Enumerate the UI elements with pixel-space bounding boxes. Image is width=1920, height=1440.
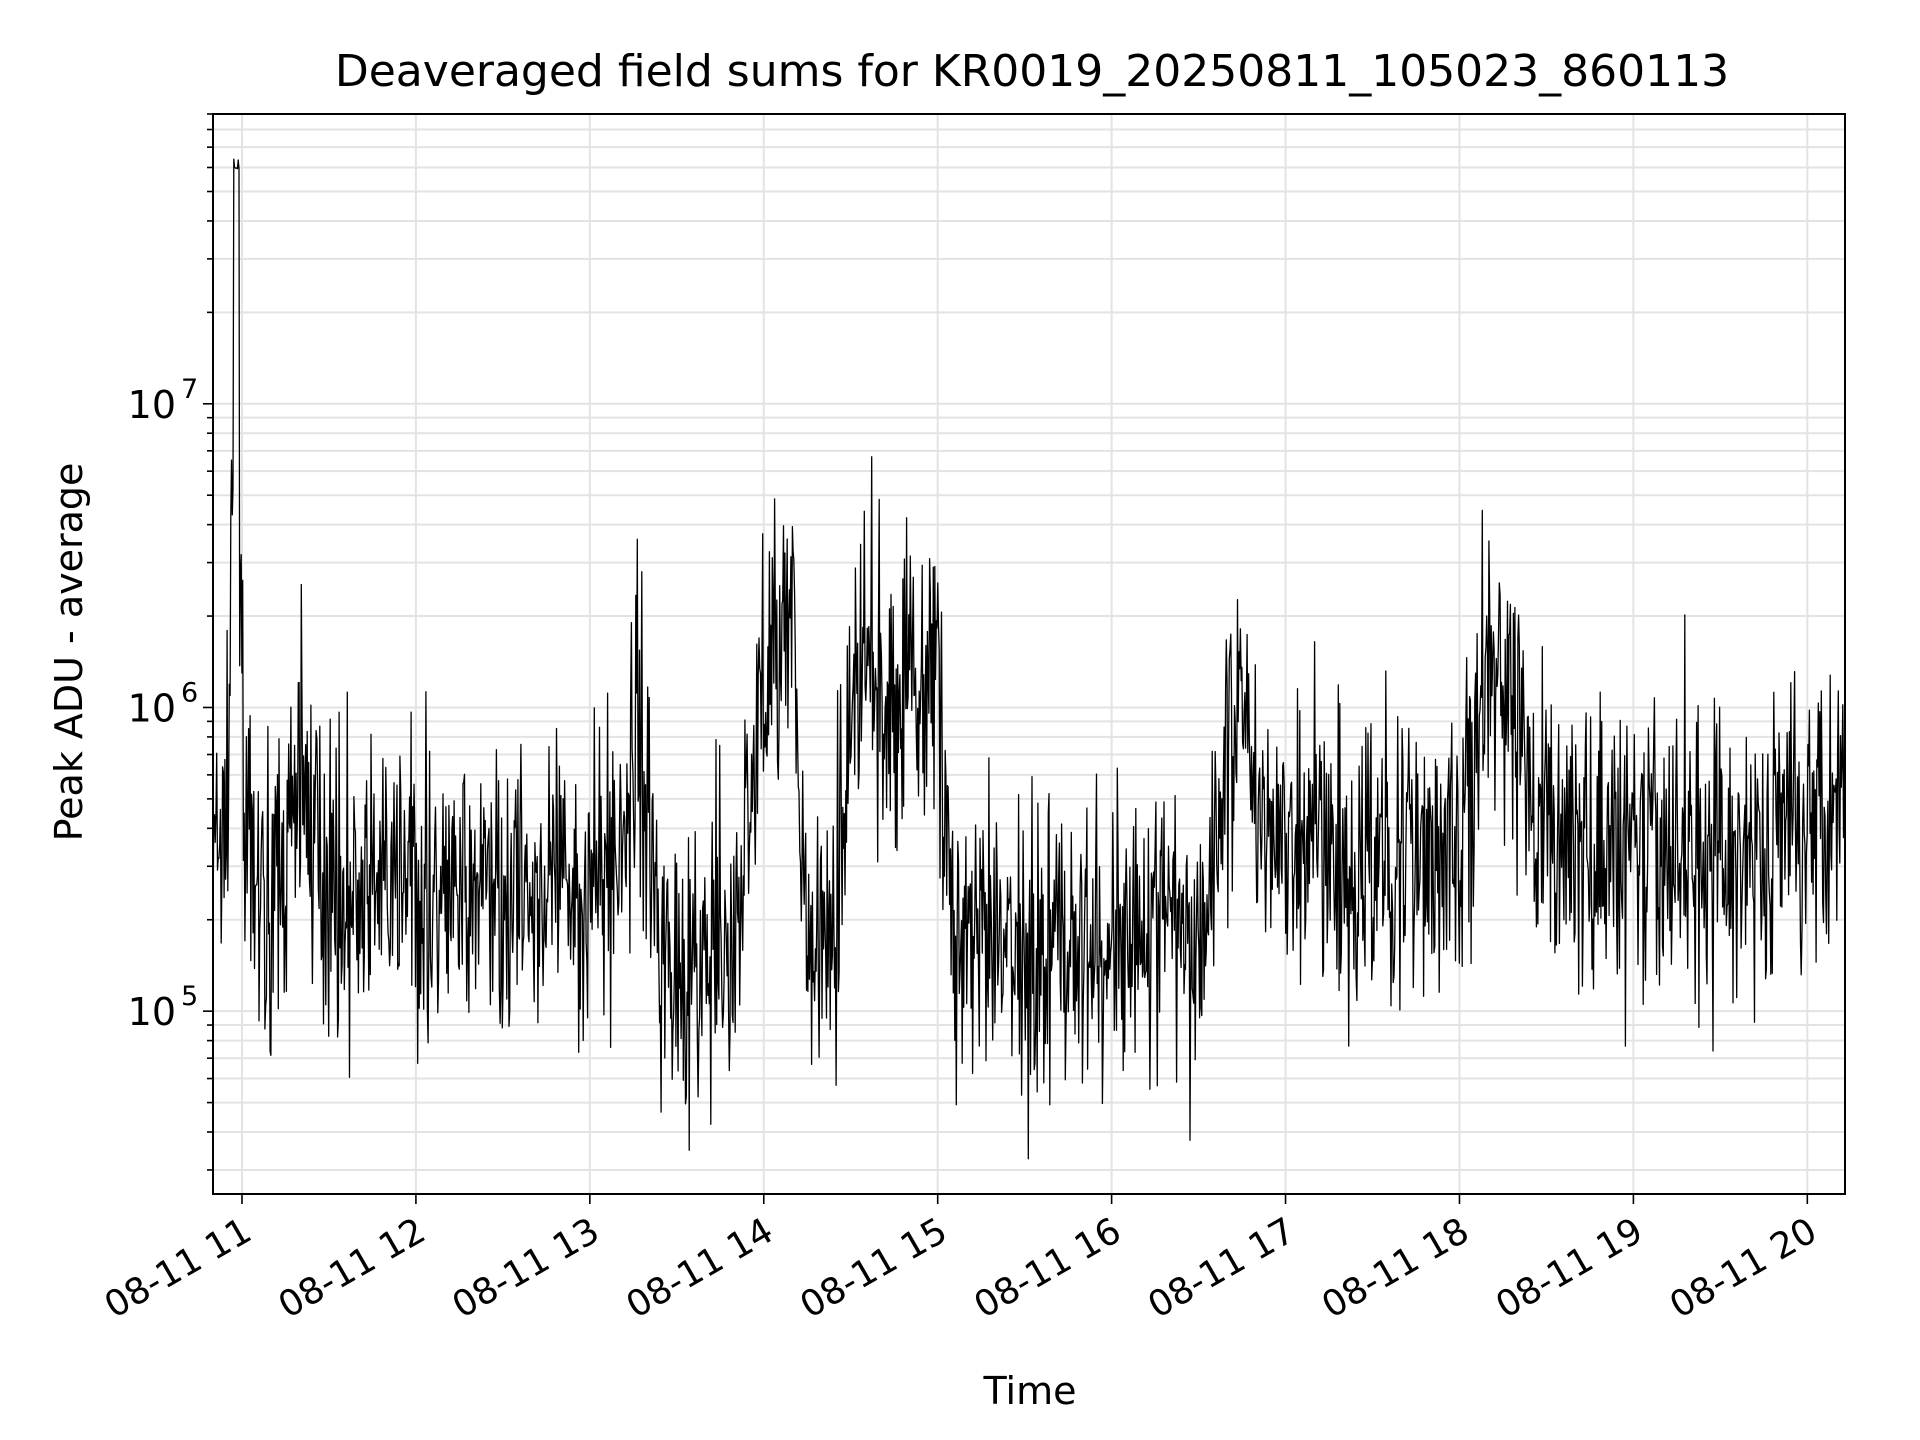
svg-text:7: 7	[181, 374, 198, 405]
y-axis-label: Peak ADU - average	[47, 463, 91, 842]
y-tick-label: 10 6	[128, 677, 199, 730]
x-axis-label: Time	[983, 1369, 1077, 1413]
y-tick-label: 10 5	[128, 981, 199, 1034]
svg-text:10: 10	[128, 686, 176, 730]
series-group	[212, 158, 1846, 1160]
svg-text:10: 10	[128, 383, 176, 427]
chart-title: Deaveraged field sums for KR0019_2025081…	[335, 46, 1729, 97]
plot-frame	[212, 113, 1846, 1195]
series-line	[212, 158, 1846, 1160]
svg-text:10: 10	[128, 990, 176, 1034]
svg-text:5: 5	[181, 981, 198, 1012]
svg-text:6: 6	[181, 677, 198, 708]
y-tick-label: 10 7	[128, 374, 199, 427]
